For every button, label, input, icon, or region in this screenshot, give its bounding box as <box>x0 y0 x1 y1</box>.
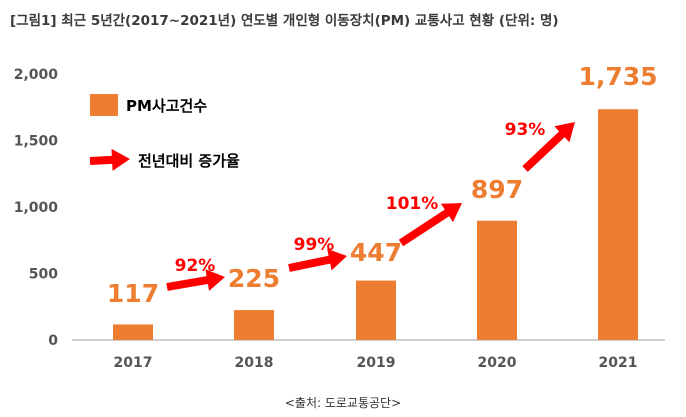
y-tick-label: 1,000 <box>14 200 59 216</box>
data-label: 117 <box>107 279 159 308</box>
bar <box>356 280 396 340</box>
bar <box>598 109 638 341</box>
data-label: 897 <box>471 175 523 204</box>
growth-arrow <box>522 122 575 172</box>
data-label: 447 <box>350 238 402 267</box>
bar <box>477 220 517 340</box>
legend-swatch-bar <box>90 94 118 116</box>
x-tick-label: 2018 <box>235 355 274 371</box>
legend-label-bar: PM사고건수 <box>126 97 207 115</box>
bar <box>113 324 153 340</box>
x-tick-label: 2020 <box>478 355 517 371</box>
chart-title: [그림1] 최근 5년간(2017~2021년) 연도별 개인형 이동장치(PM… <box>10 13 559 29</box>
bar <box>234 310 274 340</box>
y-tick-label: 1,500 <box>14 134 59 150</box>
y-tick-label: 2,000 <box>14 67 59 83</box>
chart-source: <출처: 도로교통공단> <box>284 396 402 410</box>
growth-arrow <box>166 269 225 291</box>
x-tick-label: 2019 <box>357 355 396 371</box>
growth-label: 101% <box>386 194 439 214</box>
data-label: 225 <box>228 264 280 293</box>
y-tick-label: 500 <box>29 267 58 283</box>
growth-label: 99% <box>294 235 335 255</box>
growth-label: 93% <box>505 120 546 140</box>
legend-label-growth: 전년대비 증가율 <box>138 152 240 170</box>
x-tick-label: 2017 <box>114 355 153 371</box>
y-tick-label: 0 <box>48 333 58 349</box>
data-label: 1,735 <box>578 62 657 91</box>
growth-arrow <box>288 248 347 272</box>
growth-arrow <box>398 203 462 247</box>
growth-label: 92% <box>175 256 216 276</box>
x-tick-label: 2021 <box>599 355 638 371</box>
legend-swatch-arrow <box>89 148 130 171</box>
